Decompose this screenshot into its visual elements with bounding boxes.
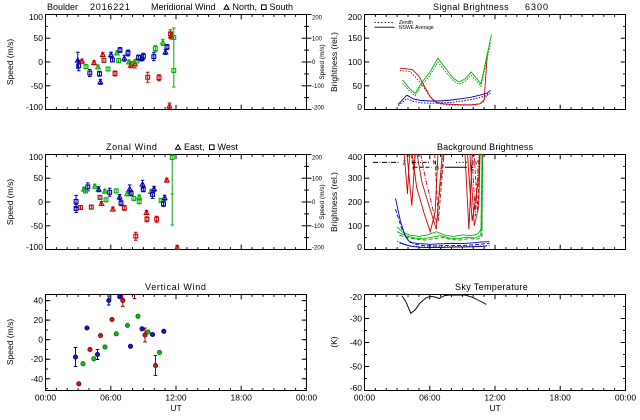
svg-text:-40: -40 xyxy=(350,338,363,348)
svg-text:0: 0 xyxy=(38,57,43,67)
svg-text:Z: Z xyxy=(403,161,407,167)
svg-text:-100: -100 xyxy=(312,224,325,230)
svg-text:00:00: 00:00 xyxy=(296,393,318,403)
svg-text:-50: -50 xyxy=(31,221,44,231)
svg-text:200: 200 xyxy=(348,197,362,207)
svg-text:East,: East, xyxy=(184,142,205,152)
svg-text:300: 300 xyxy=(348,173,362,183)
svg-text:0: 0 xyxy=(357,102,362,112)
svg-text:50: 50 xyxy=(34,33,44,43)
svg-text:-50: -50 xyxy=(31,81,44,91)
svg-text:-200: -200 xyxy=(312,105,325,111)
svg-text:Zenith: Zenith xyxy=(399,20,413,26)
svg-text:UT: UT xyxy=(170,403,181,413)
svg-text:-40: -40 xyxy=(31,374,44,384)
svg-text:18:00: 18:00 xyxy=(550,393,572,403)
svg-text:0: 0 xyxy=(357,242,362,252)
svg-text:West: West xyxy=(218,142,239,152)
svg-text:Zonal Wind: Zonal Wind xyxy=(106,142,158,152)
svg-text:100: 100 xyxy=(312,176,323,182)
svg-text:N: N xyxy=(433,161,437,167)
svg-text:-20: -20 xyxy=(350,292,363,302)
svg-text:Brightness (rel.): Brightness (rel.) xyxy=(329,172,339,232)
svg-text:NSWE Average: NSWE Average xyxy=(399,25,434,31)
svg-text:50: 50 xyxy=(353,81,363,91)
svg-text:150: 150 xyxy=(348,33,362,43)
svg-text:Sky Temperature: Sky Temperature xyxy=(455,282,528,292)
svg-text:100: 100 xyxy=(348,221,362,231)
svg-text:S: S xyxy=(436,165,440,171)
svg-text:Speed (m/s): Speed (m/s) xyxy=(5,319,15,365)
svg-text:2016221: 2016221 xyxy=(90,2,131,12)
svg-text:Boulder: Boulder xyxy=(47,2,78,12)
svg-text:400: 400 xyxy=(348,152,362,162)
svg-text:UT: UT xyxy=(489,403,500,413)
svg-text:Background Brightness: Background Brightness xyxy=(437,142,534,152)
svg-text:00:00: 00:00 xyxy=(35,393,57,403)
svg-text:18:00: 18:00 xyxy=(231,393,253,403)
svg-text:0: 0 xyxy=(312,60,316,66)
svg-text:-60: -60 xyxy=(350,383,363,393)
svg-text:00:00: 00:00 xyxy=(615,393,637,403)
svg-text:100: 100 xyxy=(312,37,323,43)
svg-text:North,: North, xyxy=(233,2,258,12)
svg-text:00:00: 00:00 xyxy=(354,393,376,403)
svg-text:6300: 6300 xyxy=(525,2,549,12)
svg-text:-50: -50 xyxy=(350,362,363,372)
svg-text:Speed (m/s): Speed (m/s) xyxy=(319,44,326,79)
svg-text:Meridional Wind: Meridional Wind xyxy=(151,2,216,12)
svg-text:South: South xyxy=(270,2,294,12)
svg-text:Signal Brightness: Signal Brightness xyxy=(433,2,509,12)
svg-text:20: 20 xyxy=(34,315,44,325)
svg-text:100: 100 xyxy=(29,12,43,22)
svg-text:100: 100 xyxy=(29,152,43,162)
svg-text:Speed (m/s): Speed (m/s) xyxy=(319,184,326,219)
svg-text:(K): (K) xyxy=(329,336,339,348)
svg-text:W: W xyxy=(473,161,479,167)
svg-text:200: 200 xyxy=(312,15,323,21)
svg-text:-20: -20 xyxy=(31,354,44,364)
svg-text:100: 100 xyxy=(348,57,362,67)
svg-text:-100: -100 xyxy=(26,242,43,252)
svg-text:-100: -100 xyxy=(26,102,43,112)
svg-text:Vertical Wind: Vertical Wind xyxy=(145,282,207,292)
svg-text:-100: -100 xyxy=(312,84,325,90)
svg-text:0: 0 xyxy=(312,200,316,206)
svg-text:200: 200 xyxy=(312,155,323,161)
svg-text:12:00: 12:00 xyxy=(484,393,506,403)
svg-text:Speed (m/s): Speed (m/s) xyxy=(5,39,15,85)
svg-text:Speed (m/s): Speed (m/s) xyxy=(5,179,15,225)
svg-text:Brightness (rel.): Brightness (rel.) xyxy=(329,32,339,92)
svg-text:0: 0 xyxy=(38,335,43,345)
svg-text:-200: -200 xyxy=(312,245,325,251)
svg-text:0: 0 xyxy=(38,197,43,207)
svg-text:-30: -30 xyxy=(350,314,363,324)
svg-text:50: 50 xyxy=(34,173,44,183)
svg-text:12:00: 12:00 xyxy=(165,393,187,403)
svg-text:06:00: 06:00 xyxy=(100,393,122,403)
svg-text:200: 200 xyxy=(348,12,362,22)
svg-text:E: E xyxy=(471,165,475,171)
svg-text:06:00: 06:00 xyxy=(419,393,441,403)
svg-text:40: 40 xyxy=(34,296,44,306)
